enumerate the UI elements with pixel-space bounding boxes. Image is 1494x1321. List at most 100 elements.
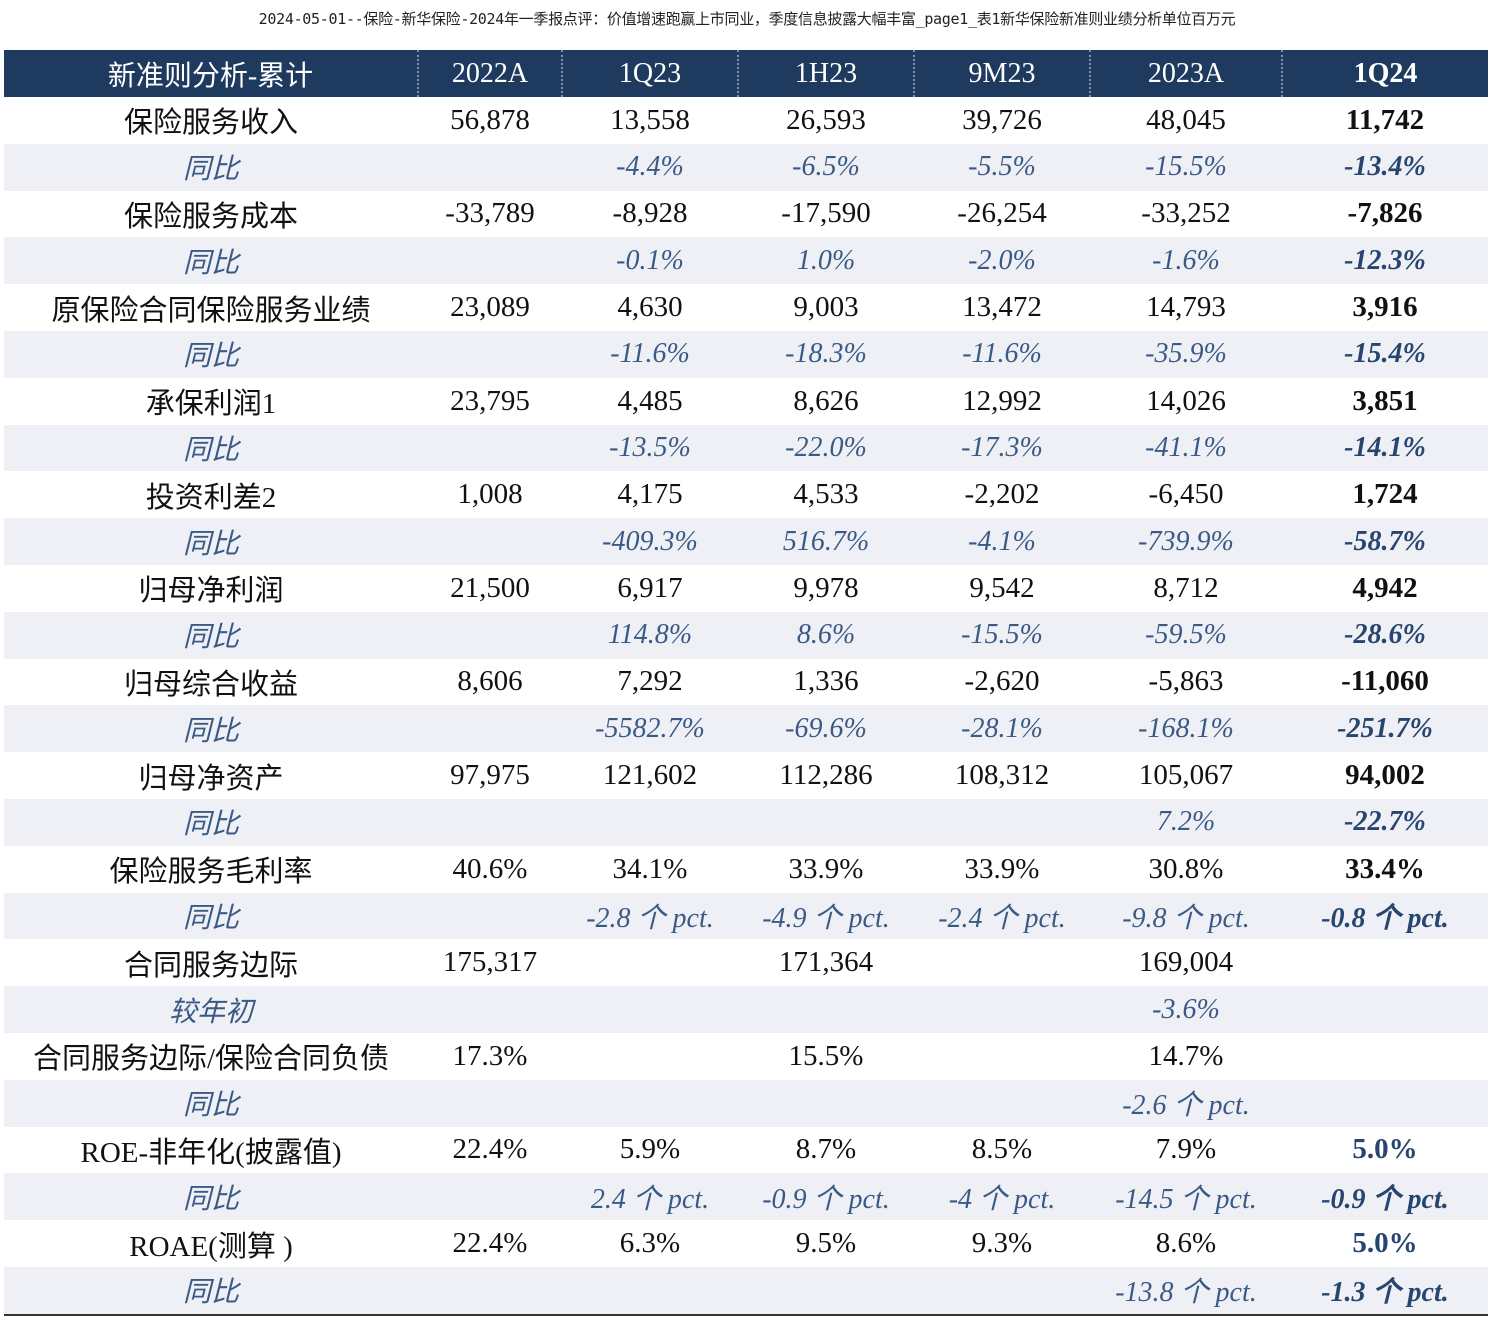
table-cell: -33,789 [445, 197, 535, 230]
table-cell: 5.9% [619, 1133, 681, 1166]
row-label: 归母净利润 [138, 575, 284, 608]
table-cell: -17.3% [914, 424, 1090, 472]
table-cell: -4.1% [914, 518, 1090, 565]
table-cell: 8,626 [793, 384, 859, 417]
table-cell: 3,916 [1352, 291, 1418, 324]
table-cell: 4,942 [1352, 571, 1418, 604]
table-row: 归母综合收益 8,606 7,292 1,336 -2,620 -5,863 -11,060 [4, 659, 1488, 706]
table-cell: -1.6% [1090, 237, 1282, 285]
table-row: 承保利润1 23,795 4,485 8,626 12,992 14,026 3,851 [4, 378, 1488, 425]
table-cell: 4,630 [617, 291, 683, 324]
table-cell: -9.8 个 pct. [1090, 892, 1282, 940]
table-cell: 15.5% [788, 1039, 864, 1072]
table-cell: 3,851 [1352, 384, 1418, 417]
table-cell [562, 1079, 738, 1127]
table-cell: 114.8% [562, 611, 738, 659]
table-cell: 94,002 [1345, 759, 1425, 792]
table-cell [738, 798, 914, 846]
row-label: 保险服务收入 [123, 107, 298, 140]
table-cell: -2.6 个 pct. [1090, 1079, 1282, 1127]
table-cell: -22.0% [738, 424, 914, 472]
row-label: 原保险合同保险服务业绩 [51, 294, 371, 327]
table-cell: -5582.7% [562, 705, 738, 753]
table-cell [914, 986, 1090, 1033]
table-cell: -0.9 个 pct. [1282, 1173, 1488, 1221]
table-cell: -5,863 [1148, 665, 1224, 698]
row-label: 保险服务毛利率 [109, 856, 313, 889]
table-caption: 2024-05-01--保险-新华保险-2024年一季报点评：价值增速跑赢上市同… [258, 10, 1236, 28]
row-label: 同比 [4, 143, 418, 191]
row-label: 同比 [4, 1266, 418, 1316]
table-cell [418, 705, 562, 753]
table-row: 合同服务边际 175,317 171,364 169,004 [4, 939, 1488, 986]
table-cell [418, 611, 562, 659]
table-cell: -69.6% [738, 705, 914, 753]
table-cell: -4.4% [562, 143, 738, 191]
table-cell: -0.8 个 pct. [1282, 892, 1488, 940]
table-row: 保险服务收入 56,878 13,558 26,593 39,726 48,045 11,7… [4, 97, 1488, 144]
table-cell [562, 939, 738, 986]
table-cell: 175,317 [442, 946, 538, 979]
row-label: 同比 [4, 518, 418, 565]
table-cell: -22.7% [1282, 798, 1488, 846]
table-cell: 7,292 [617, 665, 683, 698]
table-cell: -2,620 [964, 665, 1040, 698]
table-cell [418, 518, 562, 565]
table-cell [562, 1266, 738, 1316]
table-cell: 7.9% [1155, 1133, 1217, 1166]
table-cell: 9,978 [793, 571, 859, 604]
table-cell [914, 939, 1090, 986]
header-2022a: 2022A [417, 50, 562, 97]
table-cell: -15.4% [1282, 330, 1488, 378]
table-cell: 13,558 [610, 103, 690, 136]
table-cell: 8.7% [795, 1133, 857, 1166]
table-cell: 56,878 [450, 103, 530, 136]
table-cell: -14.1% [1282, 424, 1488, 472]
table-cell: 6.3% [619, 1227, 681, 1260]
table-cell: -0.9 个 pct. [738, 1173, 914, 1221]
table-cell [418, 237, 562, 285]
table-cell: -28.1% [914, 705, 1090, 753]
row-label: 投资利差2 [145, 481, 277, 514]
table-cell [562, 986, 738, 1033]
table-cell: 4,485 [617, 384, 683, 417]
row-label: 合同服务边际 [123, 949, 298, 982]
table-cell: 9.3% [971, 1227, 1033, 1260]
table-cell: -59.5% [1090, 611, 1282, 659]
table-cell: 13,472 [962, 291, 1042, 324]
table-cell [418, 892, 562, 940]
table-cell: -2.8 个 pct. [562, 892, 738, 940]
table-cell: 1,336 [793, 665, 859, 698]
table-row: 合同服务边际/保险合同负债 17.3% 15.5% 14.7% [4, 1033, 1488, 1080]
header-1q24: 1Q24 [1281, 50, 1488, 97]
header-2023a: 2023A [1089, 50, 1282, 97]
table-cell: -1.3 个 pct. [1282, 1266, 1488, 1316]
table-cell: 21,500 [450, 571, 530, 604]
table-cell: -11.6% [562, 330, 738, 378]
row-label: 较年初 [4, 986, 418, 1033]
table-cell: 40.6% [452, 852, 528, 885]
table-row: 原保险合同保险服务业绩 23,089 4,630 9,003 13,472 14,793 3… [4, 284, 1488, 331]
table-cell [1282, 1079, 1488, 1127]
table-cell [914, 798, 1090, 846]
table-row: ROE-非年化(披露值) 22.4% 5.9% 8.7% 8.5% 7.9% 5.0% [4, 1127, 1488, 1174]
table-cell: -2,202 [964, 478, 1040, 511]
table-cell: 33.9% [964, 852, 1040, 885]
table-cell: -14.5 个 pct. [1090, 1173, 1282, 1221]
table-cell [738, 1079, 914, 1127]
table-cell: 1.0% [738, 237, 914, 285]
table-cell: -12.3% [1282, 237, 1488, 285]
table-row: 同比 -409.3% 516.7% -4.1% -739.9% -58.7% [4, 518, 1488, 565]
table-cell [418, 1079, 562, 1127]
table-cell: 2.4 个 pct. [562, 1173, 738, 1221]
table-cell: 26,593 [786, 103, 866, 136]
table-row: 保险服务毛利率 40.6% 34.1% 33.9% 33.9% 30.8% 33.4% [4, 846, 1488, 893]
table-cell [418, 330, 562, 378]
table-cell: 33.9% [788, 852, 864, 885]
table-cell: 22.4% [452, 1133, 528, 1166]
table-row: ROAE(测算 ) 22.4% 6.3% 9.5% 9.3% 8.6% 5.0% [4, 1220, 1488, 1267]
table-cell: 1,724 [1352, 478, 1418, 511]
table-row: 保险服务成本 -33,789 -8,928 -17,590 -26,254 -33,252… [4, 191, 1488, 238]
table-cell: 9,542 [969, 571, 1035, 604]
table-row: 归母净资产 97,975 121,602 112,286 108,312 105,067 9… [4, 752, 1488, 799]
